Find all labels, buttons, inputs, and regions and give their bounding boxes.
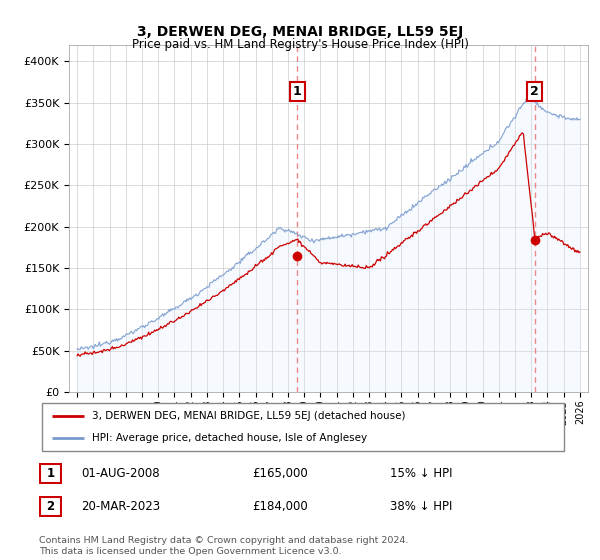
Text: HPI: Average price, detached house, Isle of Anglesey: HPI: Average price, detached house, Isle… xyxy=(92,433,367,443)
Text: 3, DERWEN DEG, MENAI BRIDGE, LL59 5EJ: 3, DERWEN DEG, MENAI BRIDGE, LL59 5EJ xyxy=(137,25,463,39)
Text: 01-AUG-2008: 01-AUG-2008 xyxy=(81,466,160,480)
Text: 15% ↓ HPI: 15% ↓ HPI xyxy=(390,466,452,480)
FancyBboxPatch shape xyxy=(40,464,61,483)
Text: £165,000: £165,000 xyxy=(252,466,308,480)
FancyBboxPatch shape xyxy=(40,497,61,516)
Text: 1: 1 xyxy=(293,85,302,98)
Text: 20-MAR-2023: 20-MAR-2023 xyxy=(81,500,160,514)
Text: 38% ↓ HPI: 38% ↓ HPI xyxy=(390,500,452,514)
FancyBboxPatch shape xyxy=(42,403,564,451)
Text: 2: 2 xyxy=(46,500,55,514)
Text: 2: 2 xyxy=(530,85,539,98)
Text: £184,000: £184,000 xyxy=(252,500,308,514)
Text: 1: 1 xyxy=(46,466,55,480)
Text: 3, DERWEN DEG, MENAI BRIDGE, LL59 5EJ (detached house): 3, DERWEN DEG, MENAI BRIDGE, LL59 5EJ (d… xyxy=(92,411,405,421)
Text: Price paid vs. HM Land Registry's House Price Index (HPI): Price paid vs. HM Land Registry's House … xyxy=(131,38,469,51)
Text: Contains HM Land Registry data © Crown copyright and database right 2024.
This d: Contains HM Land Registry data © Crown c… xyxy=(39,536,409,556)
